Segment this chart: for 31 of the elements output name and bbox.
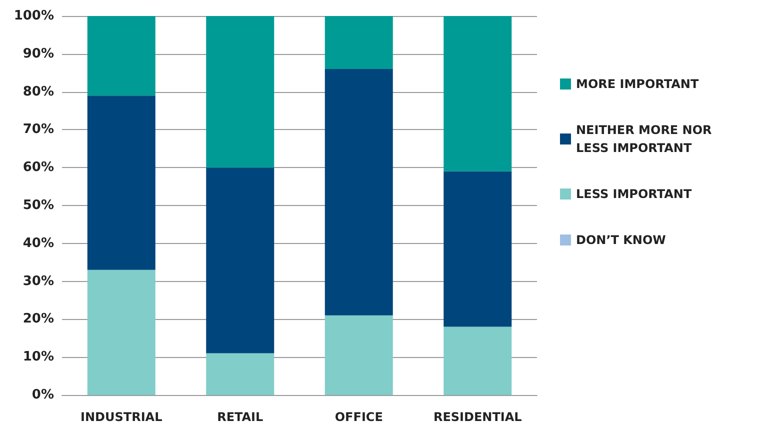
bar (324, 69, 393, 316)
x-tick-label: RETAIL (217, 410, 264, 424)
y-tick-label: 80% (22, 84, 54, 100)
x-tick-label: OFFICE (334, 410, 383, 424)
y-tick-label: 20% (22, 312, 54, 327)
bar (444, 16, 512, 172)
bar (324, 16, 393, 70)
bar (206, 16, 274, 168)
bar (87, 96, 156, 270)
y-tick-label: 10% (22, 350, 54, 365)
y-tick-label: 60% (22, 160, 54, 176)
y-tick-label: 30% (22, 274, 54, 289)
x-tick-label: INDUSTRIAL (80, 410, 163, 424)
y-tick-label: 50% (22, 198, 54, 213)
bar (444, 171, 512, 327)
legend-label: MORE IMPORTANT (576, 77, 700, 91)
y-tick-label: 100% (14, 8, 54, 24)
y-tick-label: 0% (32, 388, 54, 402)
bar (444, 326, 512, 395)
legend-label: LESS IMPORTANT (576, 187, 692, 201)
bar (206, 353, 274, 395)
bar (324, 315, 393, 395)
y-tick-label: 90% (22, 46, 54, 62)
y-tick-label: 40% (22, 236, 54, 251)
bar (206, 168, 274, 354)
legend-label: DON’T KNOW (576, 233, 666, 247)
bar (87, 16, 156, 96)
y-tick-label: 70% (22, 122, 54, 138)
bar (87, 270, 156, 395)
legend-label: NEITHER MORE NOR LESS IMPORTANT (576, 123, 716, 155)
x-tick-label: RESIDENTIAL (433, 410, 522, 424)
